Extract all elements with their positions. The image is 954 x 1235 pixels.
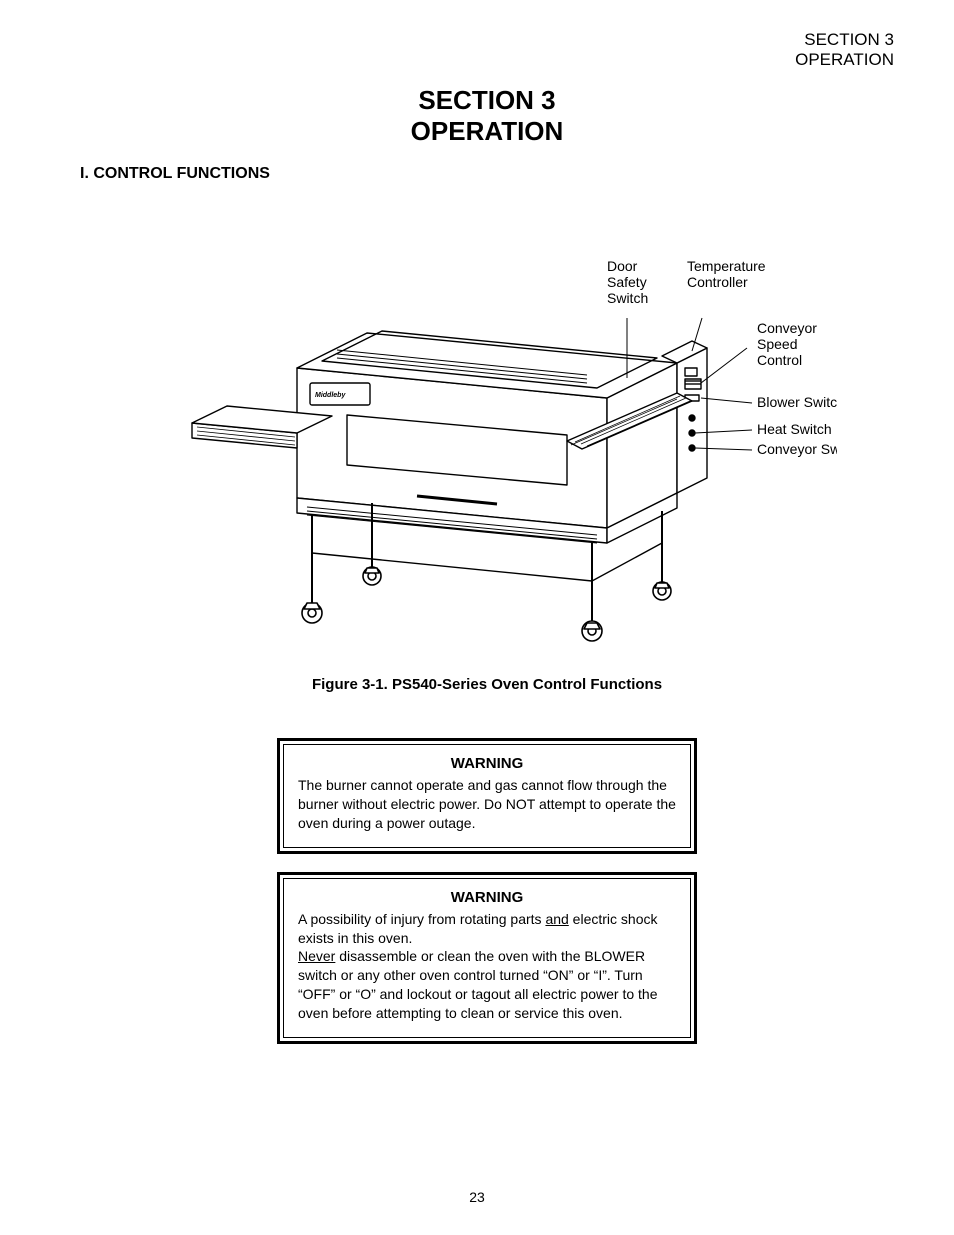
w2-u1: and — [545, 911, 568, 927]
warning-1-title: WARNING — [298, 755, 676, 772]
oven-diagram: Middleby Door Safety Switch Temperature … — [137, 223, 837, 643]
w2-u2: Never — [298, 948, 335, 964]
warning-inner-2: WARNING A possibility of injury from rot… — [283, 878, 691, 1038]
header-line2: OPERATION — [795, 50, 894, 70]
warning-1-body: The burner cannot operate and gas cannot… — [298, 776, 676, 833]
page-header: SECTION 3 OPERATION — [795, 30, 894, 70]
warning-box-1: WARNING The burner cannot operate and ga… — [277, 738, 697, 854]
label-door-safety-1: Door — [607, 258, 638, 274]
warning-2-body: A possibility of injury from rotating pa… — [298, 910, 676, 1023]
main-title-line2: OPERATION — [80, 116, 894, 147]
label-temp-2: Controller — [687, 274, 748, 290]
label-heat: Heat Switch — [757, 421, 832, 437]
label-temp-1: Temperature — [687, 258, 766, 274]
brand-label: Middleby — [315, 392, 346, 399]
header-line1: SECTION 3 — [795, 30, 894, 50]
warning-inner-1: WARNING The burner cannot operate and ga… — [283, 744, 691, 848]
page-number: 23 — [0, 1189, 954, 1205]
w2-p1: A possibility of injury from rotating pa… — [298, 911, 545, 927]
w2-p3: disassemble or clean the oven with the B… — [298, 948, 657, 1021]
label-blower: Blower Switch — [757, 394, 837, 410]
main-title-line1: SECTION 3 — [80, 85, 894, 116]
label-conv-speed-3: Control — [757, 352, 802, 368]
warning-2-title: WARNING — [298, 889, 676, 906]
label-conv-speed-2: Speed — [757, 336, 797, 352]
figure-container: Middleby Door Safety Switch Temperature … — [80, 223, 894, 648]
label-door-safety-2: Safety — [607, 274, 647, 290]
section-heading: I. CONTROL FUNCTIONS — [80, 165, 894, 183]
label-conv-speed-1: Conveyor — [757, 320, 817, 336]
label-conveyor-sw: Conveyor Switch — [757, 441, 837, 457]
label-door-safety-3: Switch — [607, 290, 648, 306]
figure-caption: Figure 3-1. PS540-Series Oven Control Fu… — [80, 676, 894, 693]
warning-box-2: WARNING A possibility of injury from rot… — [277, 872, 697, 1044]
